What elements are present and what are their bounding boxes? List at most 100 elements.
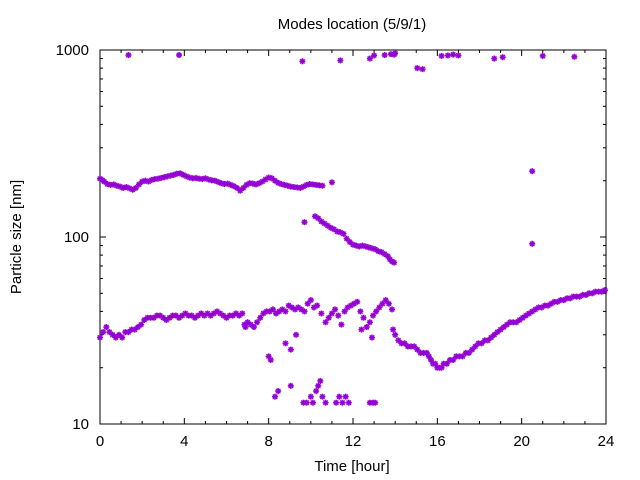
data-point <box>287 382 294 389</box>
data-point <box>571 53 578 60</box>
plot-frame <box>99 49 607 425</box>
data-point <box>381 52 388 59</box>
data-point <box>240 184 247 191</box>
data-point <box>378 249 385 256</box>
data-point <box>317 377 324 384</box>
x-axis-label: Time [hour] <box>314 458 389 475</box>
x-tick-label: 20 <box>513 433 530 450</box>
chart-title: Modes location (5/9/1) <box>278 16 426 33</box>
data-point <box>97 334 103 341</box>
data-point <box>242 324 249 331</box>
data-point <box>503 321 510 328</box>
data-point <box>340 230 347 237</box>
data-point <box>601 287 608 294</box>
data-point <box>176 52 183 59</box>
data-point <box>336 393 343 400</box>
data-point <box>322 399 329 406</box>
data-point <box>257 314 264 321</box>
data-point <box>385 300 392 307</box>
data-point <box>250 324 257 331</box>
data-point <box>333 399 340 406</box>
x-tick-label: 12 <box>345 433 362 450</box>
data-point <box>339 399 346 406</box>
data-point <box>125 52 132 59</box>
data-point <box>332 306 339 313</box>
data-point <box>391 259 398 266</box>
data-point <box>299 58 306 65</box>
x-tick-label: 16 <box>429 433 446 450</box>
data-point <box>392 331 399 338</box>
data-point <box>389 306 396 313</box>
data-point <box>287 346 294 353</box>
data-point <box>275 388 282 395</box>
data-point <box>366 55 373 62</box>
data-point <box>254 319 261 326</box>
data-point <box>438 52 445 59</box>
data-point <box>529 168 536 175</box>
data-point <box>370 312 377 319</box>
data-point <box>539 52 546 59</box>
data-point <box>282 308 289 315</box>
data-point <box>314 302 321 309</box>
data-point <box>319 393 326 400</box>
data-point <box>360 314 367 321</box>
data-point <box>357 308 364 315</box>
data-point <box>366 319 373 326</box>
data-point <box>450 51 457 58</box>
data-point <box>372 399 379 406</box>
data-points <box>97 50 608 406</box>
data-point <box>354 298 361 305</box>
data-point <box>138 321 145 328</box>
data-point <box>499 54 506 61</box>
data-point <box>100 329 107 336</box>
data-point <box>318 310 325 317</box>
data-point <box>491 55 498 62</box>
data-point <box>478 340 485 347</box>
x-tick-label: 0 <box>96 433 104 450</box>
data-point <box>342 393 349 400</box>
x-tick-label: 8 <box>264 433 272 450</box>
x-tick-labels: 0 4 8 12 16 20 24 <box>96 433 615 450</box>
data-point <box>239 310 246 317</box>
data-point <box>244 319 251 326</box>
y-tick-label: 1000 <box>56 42 89 59</box>
data-point <box>290 184 297 191</box>
data-point <box>459 353 466 360</box>
data-point <box>103 324 110 331</box>
data-point <box>267 356 274 363</box>
data-point <box>529 240 536 247</box>
x-tick-label: 24 <box>598 433 615 450</box>
data-point <box>293 331 300 338</box>
y-tick-label: 10 <box>72 416 89 433</box>
data-point <box>328 179 335 186</box>
y-tick-labels: 10 100 1000 <box>56 42 89 433</box>
data-point <box>455 52 462 59</box>
y-tick-label: 100 <box>64 229 89 246</box>
data-point <box>328 310 335 317</box>
data-point <box>322 319 329 326</box>
data-point <box>419 66 426 73</box>
data-point <box>309 399 316 406</box>
data-point <box>307 297 314 304</box>
data-point <box>319 182 326 189</box>
data-point <box>301 308 308 315</box>
x-tick-label: 4 <box>180 433 188 450</box>
data-point <box>268 175 275 182</box>
data-point <box>313 388 320 395</box>
data-point <box>141 316 148 323</box>
data-point <box>325 314 332 321</box>
data-point <box>368 334 375 341</box>
data-point <box>211 177 218 184</box>
data-point <box>358 326 365 333</box>
data-point <box>303 399 310 406</box>
data-point <box>191 314 198 321</box>
data-point <box>119 334 126 341</box>
data-point <box>337 57 344 64</box>
data-point <box>392 50 399 57</box>
data-point <box>315 382 322 389</box>
axis-ticks <box>99 50 607 425</box>
data-point <box>363 324 370 331</box>
data-point <box>469 346 476 353</box>
data-point <box>414 65 421 72</box>
